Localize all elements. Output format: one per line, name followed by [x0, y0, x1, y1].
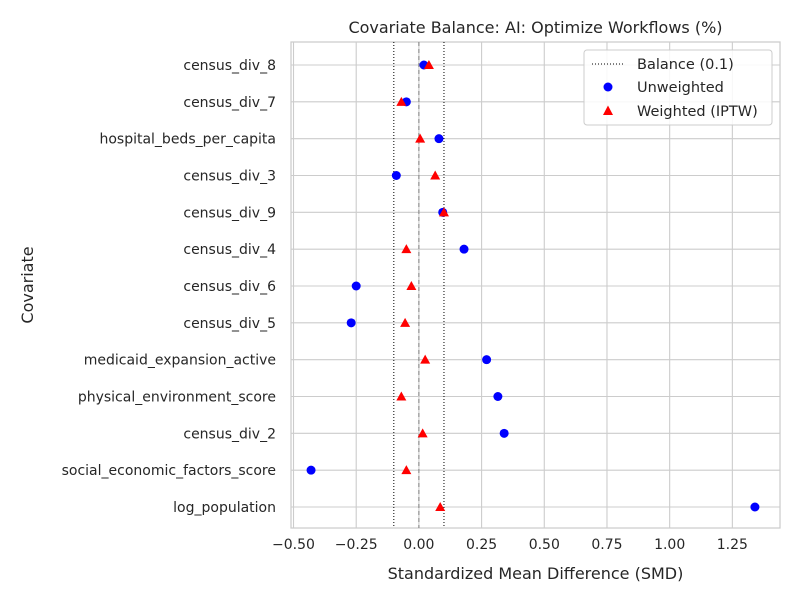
legend-unweighted-marker-icon — [603, 82, 613, 92]
x-tick-label: 0.50 — [529, 537, 560, 553]
y-tick-label: census_div_2 — [183, 426, 276, 442]
y-tick-label: census_div_7 — [183, 95, 276, 111]
weighted-point — [401, 465, 412, 475]
y-tick-label: census_div_8 — [183, 58, 276, 74]
unweighted-point — [493, 392, 503, 401]
x-tick-label: 0.00 — [403, 537, 434, 553]
x-tick-label: 0.75 — [591, 537, 622, 553]
legend-unweighted-label: Unweighted — [637, 80, 724, 96]
unweighted-point — [482, 355, 492, 365]
x-axis-label: Standardized Mean Difference (SMD) — [388, 564, 684, 583]
y-tick-label: medicaid_expansion_active — [84, 353, 276, 369]
weighted-point — [423, 60, 434, 69]
grid-lines — [291, 42, 780, 528]
reference-lines — [393, 42, 445, 528]
legend-box — [583, 49, 773, 126]
weighted-point — [415, 133, 426, 143]
x-tick-label: 0.25 — [466, 537, 497, 553]
x-tick-label: −0.50 — [272, 537, 315, 553]
weighted-point — [435, 502, 446, 511]
unweighted-point — [306, 465, 316, 475]
unweighted-point — [750, 502, 760, 512]
y-tick-label: log_population — [173, 500, 276, 516]
unweighted-point — [434, 134, 444, 144]
weighted-point — [400, 317, 411, 327]
unweighted-point — [459, 244, 469, 254]
y-tick-label: census_div_4 — [183, 242, 276, 258]
legend-balance-label: Balance (0.1) — [637, 57, 734, 73]
unweighted-point — [346, 318, 356, 328]
weighted-point — [438, 207, 449, 217]
legend-weighted-label: Weighted (IPTW) — [637, 104, 758, 120]
unweighted-point — [351, 281, 361, 291]
legend-weighted-marker-icon — [603, 105, 613, 115]
weighted-point — [396, 96, 407, 106]
y-tick-label: census_div_3 — [183, 169, 276, 185]
chart-title: Covariate Balance: AI: Optimize Workflow… — [348, 18, 722, 37]
unweighted-point — [499, 428, 509, 438]
y-axis-label: Covariate — [18, 246, 37, 323]
weighted-point — [430, 170, 441, 180]
weighted-point — [396, 391, 407, 401]
x-tick-label: 1.25 — [717, 537, 748, 553]
y-tick-label: census_div_5 — [183, 316, 276, 332]
weighted-point — [406, 281, 417, 290]
y-tick-label: social_economic_factors_score — [62, 463, 276, 479]
y-tick-label: hospital_beds_per_capita — [99, 132, 276, 148]
axes: −0.50 −0.25 0.00 0.25 0.50 0.75 1.00 1.25 census… — [62, 58, 748, 553]
weighted-point — [420, 354, 431, 364]
weighted-point — [401, 244, 412, 254]
weighted-point — [417, 428, 428, 438]
x-tick-label: 1.00 — [654, 537, 685, 553]
data-points — [306, 60, 760, 512]
x-tick-label: −0.25 — [335, 537, 378, 553]
legend: Balance (0.1) Unweighted Weighted (IPTW) — [583, 49, 773, 126]
y-tick-label: physical_environment_score — [78, 390, 276, 406]
y-tick-label: census_div_9 — [183, 205, 276, 221]
y-tick-label: census_div_6 — [183, 279, 276, 295]
unweighted-point — [391, 171, 401, 180]
